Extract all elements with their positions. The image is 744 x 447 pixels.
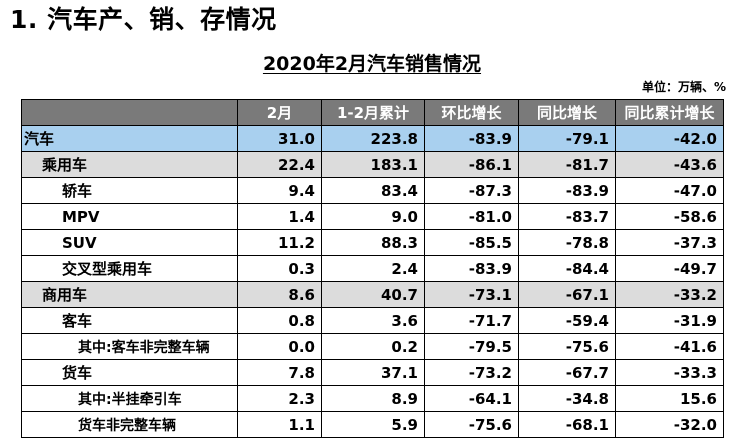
table-title-text: 2020年2月汽车销售情况 (262, 53, 482, 75)
mom-growth-value: -73.1 (424, 281, 519, 308)
table-row: 客车 0.8 3.6 -71.7 -59.4 -31.9 (21, 307, 724, 334)
table-row: MPV 1.4 9.0 -81.0 -83.7 -58.6 (21, 203, 724, 230)
month-value: 2.3 (237, 385, 322, 412)
yoy-growth-value: -81.7 (518, 151, 616, 178)
month-value: 7.8 (237, 359, 322, 386)
table-row: 货车非完整车辆 1.1 5.9 -75.6 -68.1 -32.0 (21, 411, 724, 438)
table-row: 其中:半挂牵引车 2.3 8.9 -64.1 -34.8 15.6 (21, 385, 724, 412)
row-category-label: 轿车 (21, 177, 238, 204)
yoy-cumulative-growth-value: -43.6 (615, 151, 724, 178)
yoy-growth-value: -75.6 (518, 333, 616, 360)
table-body: 汽车 31.0 223.8 -83.9 -79.1 -42.0 乘用车 22.4 183.1 -8… (21, 125, 724, 438)
month-value: 9.4 (237, 177, 322, 204)
mom-growth-value: -85.5 (424, 229, 519, 256)
table-row: 汽车 31.0 223.8 -83.9 -79.1 -42.0 (21, 125, 724, 152)
section-title: 1. 汽车产、销、存情况 (10, 5, 277, 34)
row-category-label: 交叉型乘用车 (21, 255, 238, 282)
cumulative-value: 9.0 (321, 203, 425, 230)
month-value: 11.2 (237, 229, 322, 256)
yoy-cumulative-growth-value: -58.6 (615, 203, 724, 230)
yoy-growth-value: -59.4 (518, 307, 616, 334)
cumulative-value: 223.8 (321, 125, 425, 152)
yoy-cumulative-growth-value: -47.0 (615, 177, 724, 204)
month-value: 0.0 (237, 333, 322, 360)
yoy-growth-value: -78.8 (518, 229, 616, 256)
row-category-label: 其中:半挂牵引车 (21, 385, 238, 412)
cumulative-value: 0.2 (321, 333, 425, 360)
header-month: 2月 (237, 99, 322, 126)
cumulative-value: 5.9 (321, 411, 425, 438)
table-row: 其中:客车非完整车辆 0.0 0.2 -79.5 -75.6 -41.6 (21, 333, 724, 360)
table-row: 商用车 8.6 40.7 -73.1 -67.1 -33.2 (21, 281, 724, 308)
row-category-label: 其中:客车非完整车辆 (21, 333, 238, 360)
row-category-label: SUV (21, 229, 238, 256)
yoy-growth-value: -79.1 (518, 125, 616, 152)
table-title: 2020年2月汽车销售情况 (0, 49, 744, 76)
mom-growth-value: -86.1 (424, 151, 519, 178)
yoy-cumulative-growth-value: -41.6 (615, 333, 724, 360)
sales-table: 2月 1-2月累计 环比增长 同比增长 同比累计增长 汽车 31.0 223.8 -8… (21, 99, 724, 438)
yoy-cumulative-growth-value: -32.0 (615, 411, 724, 438)
row-category-label: MPV (21, 203, 238, 230)
row-category-label: 货车非完整车辆 (21, 411, 238, 438)
yoy-growth-value: -68.1 (518, 411, 616, 438)
month-value: 1.1 (237, 411, 322, 438)
yoy-cumulative-growth-value: -42.0 (615, 125, 724, 152)
yoy-growth-value: -83.7 (518, 203, 616, 230)
row-category-label: 乘用车 (21, 151, 238, 178)
cumulative-value: 2.4 (321, 255, 425, 282)
table-row: SUV 11.2 88.3 -85.5 -78.8 -37.3 (21, 229, 724, 256)
header-mom-growth: 环比增长 (424, 99, 519, 126)
header-row: 2月 1-2月累计 环比增长 同比增长 同比累计增长 (21, 99, 724, 126)
table-row: 货车 7.8 37.1 -73.2 -67.7 -33.3 (21, 359, 724, 386)
yoy-cumulative-growth-value: 15.6 (615, 385, 724, 412)
row-category-label: 商用车 (21, 281, 238, 308)
header-yoy-cumulative-growth: 同比累计增长 (615, 99, 724, 126)
yoy-cumulative-growth-value: -49.7 (615, 255, 724, 282)
cumulative-value: 88.3 (321, 229, 425, 256)
month-value: 0.3 (237, 255, 322, 282)
month-value: 31.0 (237, 125, 322, 152)
month-value: 8.6 (237, 281, 322, 308)
row-category-label: 货车 (21, 359, 238, 386)
month-value: 22.4 (237, 151, 322, 178)
yoy-growth-value: -83.9 (518, 177, 616, 204)
mom-growth-value: -81.0 (424, 203, 519, 230)
yoy-cumulative-growth-value: -33.2 (615, 281, 724, 308)
mom-growth-value: -83.9 (424, 255, 519, 282)
cumulative-value: 183.1 (321, 151, 425, 178)
cumulative-value: 8.9 (321, 385, 425, 412)
mom-growth-value: -83.9 (424, 125, 519, 152)
table-row: 轿车 9.4 83.4 -87.3 -83.9 -47.0 (21, 177, 724, 204)
month-value: 0.8 (237, 307, 322, 334)
yoy-growth-value: -34.8 (518, 385, 616, 412)
yoy-growth-value: -67.1 (518, 281, 616, 308)
yoy-cumulative-growth-value: -31.9 (615, 307, 724, 334)
cumulative-value: 83.4 (321, 177, 425, 204)
yoy-growth-value: -67.7 (518, 359, 616, 386)
mom-growth-value: -79.5 (424, 333, 519, 360)
table-row: 乘用车 22.4 183.1 -86.1 -81.7 -43.6 (21, 151, 724, 178)
mom-growth-value: -64.1 (424, 385, 519, 412)
yoy-cumulative-growth-value: -33.3 (615, 359, 724, 386)
cumulative-value: 3.6 (321, 307, 425, 334)
header-category (21, 99, 238, 126)
row-category-label: 汽车 (21, 125, 238, 152)
header-cumulative: 1-2月累计 (321, 99, 425, 126)
mom-growth-value: -75.6 (424, 411, 519, 438)
cumulative-value: 40.7 (321, 281, 425, 308)
yoy-growth-value: -84.4 (518, 255, 616, 282)
yoy-cumulative-growth-value: -37.3 (615, 229, 724, 256)
table-row: 交叉型乘用车 0.3 2.4 -83.9 -84.4 -49.7 (21, 255, 724, 282)
row-category-label: 客车 (21, 307, 238, 334)
month-value: 1.4 (237, 203, 322, 230)
cumulative-value: 37.1 (321, 359, 425, 386)
mom-growth-value: -87.3 (424, 177, 519, 204)
unit-label: 单位：万辆、% (641, 80, 726, 94)
mom-growth-value: -73.2 (424, 359, 519, 386)
mom-growth-value: -71.7 (424, 307, 519, 334)
header-yoy-growth: 同比增长 (518, 99, 616, 126)
